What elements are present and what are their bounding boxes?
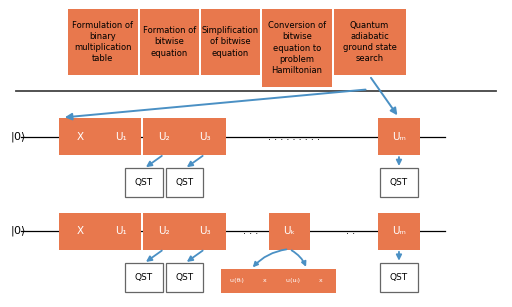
Text: U₁: U₁ bbox=[115, 227, 126, 236]
Text: U₃: U₃ bbox=[199, 227, 211, 236]
Text: Uₘ: Uₘ bbox=[392, 227, 406, 236]
Text: QST: QST bbox=[176, 273, 194, 282]
FancyBboxPatch shape bbox=[143, 118, 185, 155]
Text: $|0\rangle$: $|0\rangle$ bbox=[10, 130, 27, 144]
Text: QST: QST bbox=[390, 178, 408, 187]
Text: x: x bbox=[263, 278, 267, 283]
FancyBboxPatch shape bbox=[268, 213, 310, 250]
Text: U₂: U₂ bbox=[158, 227, 170, 236]
FancyBboxPatch shape bbox=[165, 262, 203, 292]
FancyBboxPatch shape bbox=[380, 262, 418, 292]
FancyBboxPatch shape bbox=[68, 9, 138, 75]
FancyBboxPatch shape bbox=[262, 9, 332, 87]
FancyBboxPatch shape bbox=[125, 168, 162, 197]
FancyBboxPatch shape bbox=[125, 262, 162, 292]
Text: Simplification
of bitwise
equation: Simplification of bitwise equation bbox=[202, 26, 259, 57]
Text: Uₘ: Uₘ bbox=[392, 132, 406, 142]
Text: QST: QST bbox=[176, 178, 194, 187]
FancyBboxPatch shape bbox=[165, 168, 203, 197]
Text: U₁: U₁ bbox=[115, 132, 126, 142]
Text: U₂: U₂ bbox=[158, 132, 170, 142]
Text: x: x bbox=[319, 278, 323, 283]
FancyBboxPatch shape bbox=[100, 213, 141, 250]
FancyBboxPatch shape bbox=[184, 213, 226, 250]
Text: $|0\rangle$: $|0\rangle$ bbox=[10, 224, 27, 239]
FancyBboxPatch shape bbox=[59, 213, 100, 250]
Text: uᵢ(θᵢ): uᵢ(θᵢ) bbox=[229, 278, 244, 283]
Text: X: X bbox=[76, 227, 83, 236]
Text: . . . . . . . . .: . . . . . . . . . bbox=[268, 132, 321, 142]
FancyBboxPatch shape bbox=[277, 269, 308, 293]
Text: Formation of
bitwise
equation: Formation of bitwise equation bbox=[142, 26, 196, 57]
FancyBboxPatch shape bbox=[221, 269, 252, 293]
FancyBboxPatch shape bbox=[140, 9, 199, 75]
FancyBboxPatch shape bbox=[380, 168, 418, 197]
Text: QST: QST bbox=[390, 273, 408, 282]
FancyBboxPatch shape bbox=[249, 269, 280, 293]
FancyBboxPatch shape bbox=[184, 118, 226, 155]
Text: Formulation of
binary
multiplication
table: Formulation of binary multiplication tab… bbox=[72, 21, 133, 63]
Text: X: X bbox=[76, 132, 83, 142]
FancyBboxPatch shape bbox=[59, 118, 100, 155]
Text: Quantum
adiabatic
ground state
search: Quantum adiabatic ground state search bbox=[343, 21, 397, 63]
Text: . . .: . . . bbox=[243, 227, 259, 236]
FancyBboxPatch shape bbox=[334, 9, 406, 75]
FancyBboxPatch shape bbox=[378, 118, 420, 155]
FancyBboxPatch shape bbox=[143, 213, 185, 250]
Text: Uₖ: Uₖ bbox=[283, 227, 295, 236]
Text: . .: . . bbox=[346, 227, 355, 236]
FancyBboxPatch shape bbox=[201, 9, 260, 75]
Text: U₃: U₃ bbox=[199, 132, 211, 142]
FancyBboxPatch shape bbox=[305, 269, 336, 293]
Text: Conversion of
bitwise
equation to
problem
Hamiltonian: Conversion of bitwise equation to proble… bbox=[268, 21, 326, 75]
Text: QST: QST bbox=[135, 178, 153, 187]
Text: uᵢ(uᵢ): uᵢ(uᵢ) bbox=[285, 278, 300, 283]
FancyBboxPatch shape bbox=[100, 118, 141, 155]
FancyBboxPatch shape bbox=[378, 213, 420, 250]
Text: QST: QST bbox=[135, 273, 153, 282]
